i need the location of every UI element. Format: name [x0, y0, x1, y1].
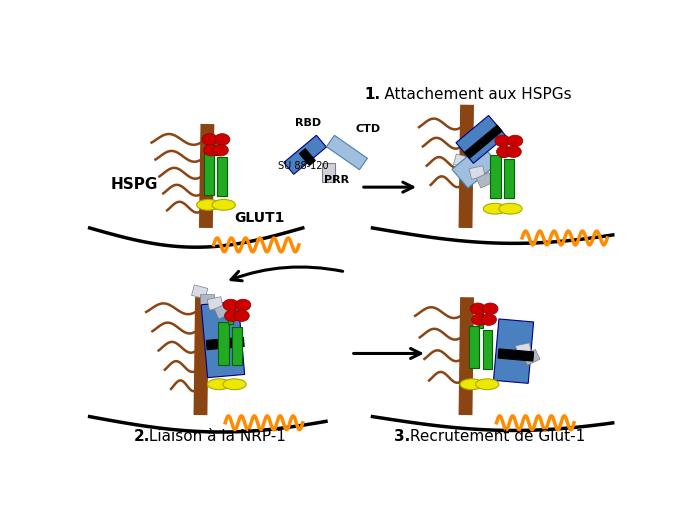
- Ellipse shape: [460, 379, 484, 389]
- Polygon shape: [206, 337, 244, 349]
- Polygon shape: [452, 145, 497, 188]
- Polygon shape: [500, 331, 517, 345]
- Polygon shape: [523, 349, 540, 365]
- Ellipse shape: [235, 299, 251, 311]
- Polygon shape: [300, 149, 316, 165]
- Polygon shape: [204, 153, 215, 195]
- Text: RBD: RBD: [295, 118, 321, 127]
- Ellipse shape: [497, 146, 512, 158]
- Ellipse shape: [506, 146, 521, 158]
- Polygon shape: [500, 142, 505, 157]
- Ellipse shape: [202, 134, 217, 145]
- Ellipse shape: [472, 314, 487, 326]
- Ellipse shape: [223, 299, 239, 311]
- Polygon shape: [482, 330, 492, 369]
- Ellipse shape: [499, 203, 522, 214]
- Polygon shape: [504, 160, 514, 198]
- Polygon shape: [464, 125, 502, 158]
- Polygon shape: [516, 343, 532, 356]
- Ellipse shape: [213, 145, 228, 156]
- Polygon shape: [284, 135, 327, 174]
- Ellipse shape: [212, 200, 235, 210]
- Text: PRR: PRR: [324, 175, 348, 185]
- Polygon shape: [509, 341, 523, 351]
- Text: CTD: CTD: [355, 124, 381, 134]
- Ellipse shape: [475, 379, 499, 389]
- Polygon shape: [469, 166, 485, 179]
- Text: 1.: 1.: [365, 87, 381, 102]
- Polygon shape: [476, 173, 493, 188]
- Text: SU 88-120: SU 88-120: [278, 161, 329, 171]
- Polygon shape: [228, 309, 233, 324]
- Polygon shape: [218, 322, 229, 365]
- Text: Recrutement de Glut-1: Recrutement de Glut-1: [405, 429, 585, 444]
- Polygon shape: [207, 297, 223, 310]
- Ellipse shape: [508, 135, 523, 147]
- Ellipse shape: [223, 379, 246, 389]
- Polygon shape: [327, 135, 368, 170]
- Polygon shape: [498, 349, 534, 361]
- Ellipse shape: [234, 310, 249, 321]
- Polygon shape: [217, 157, 227, 196]
- Ellipse shape: [224, 310, 240, 321]
- Polygon shape: [233, 327, 241, 365]
- Polygon shape: [453, 154, 470, 168]
- Ellipse shape: [207, 379, 230, 389]
- Polygon shape: [490, 155, 501, 198]
- Polygon shape: [493, 319, 534, 383]
- Polygon shape: [469, 326, 480, 369]
- Polygon shape: [322, 163, 335, 182]
- Polygon shape: [200, 294, 215, 305]
- Polygon shape: [214, 303, 232, 319]
- Text: HSPG: HSPG: [110, 177, 158, 192]
- Ellipse shape: [481, 314, 497, 326]
- Ellipse shape: [495, 135, 510, 147]
- Text: Liaison à la NRP-1: Liaison à la NRP-1: [144, 429, 286, 444]
- Polygon shape: [456, 115, 506, 163]
- Text: GLUT1: GLUT1: [235, 211, 285, 225]
- Ellipse shape: [470, 303, 486, 315]
- Polygon shape: [201, 302, 245, 378]
- Ellipse shape: [204, 145, 219, 156]
- Polygon shape: [462, 163, 476, 174]
- Ellipse shape: [197, 200, 220, 210]
- Polygon shape: [191, 285, 208, 299]
- Polygon shape: [479, 313, 484, 328]
- Text: 2.: 2.: [134, 429, 150, 444]
- Ellipse shape: [482, 303, 498, 315]
- Ellipse shape: [484, 203, 506, 214]
- Text: 3.: 3.: [394, 429, 410, 444]
- Text: 1. Attachement aux HSPGs: 1. Attachement aux HSPGs: [365, 87, 571, 102]
- Polygon shape: [213, 139, 218, 155]
- Ellipse shape: [215, 134, 230, 145]
